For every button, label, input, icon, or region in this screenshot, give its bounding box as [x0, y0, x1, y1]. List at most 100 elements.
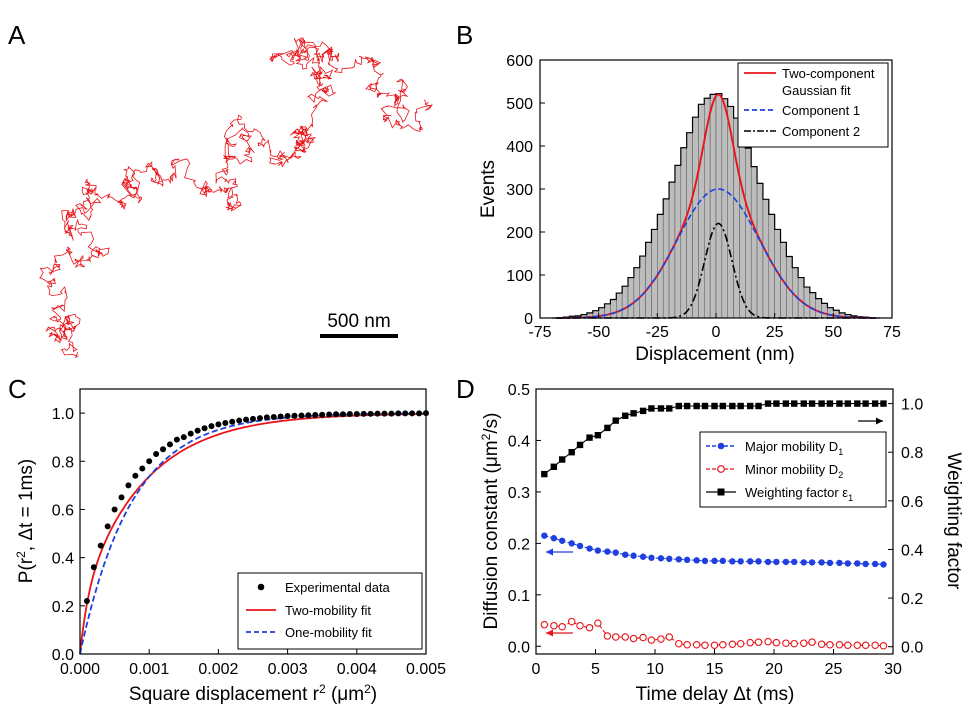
legend-label-two-component-1: Two-component	[782, 66, 875, 81]
experimental-point	[353, 411, 360, 418]
point-major-mobility-d1	[791, 558, 798, 566]
y-tick-label-left: 0.4	[508, 433, 530, 450]
experimental-point	[132, 472, 139, 479]
point-minor-mobility-d2	[853, 641, 862, 650]
experimental-point	[416, 410, 423, 417]
point-minor-mobility-d2	[746, 638, 754, 647]
histogram-bar	[616, 292, 623, 319]
point-major-mobility-d1	[747, 558, 754, 565]
panel-c-letter: C	[8, 374, 27, 404]
point-major-mobility-d1	[854, 560, 861, 567]
point-minor-mobility-d2	[736, 639, 745, 648]
legend-label-major: Major mobility D1	[745, 439, 843, 457]
experimental-point	[360, 410, 367, 417]
legend-box	[737, 62, 889, 148]
y-tick-label: 0.0	[52, 647, 74, 664]
experimental-point	[215, 421, 222, 428]
experimental-point	[367, 410, 374, 417]
experimental-point	[180, 434, 187, 441]
point-minor-mobility-d2	[540, 620, 549, 629]
point-major-mobility-d1	[773, 558, 780, 566]
point-minor-mobility-d2	[861, 641, 870, 650]
x-tick-label: 0.001	[129, 661, 169, 678]
experimental-point	[229, 418, 236, 425]
y-tick-label-left: 0.0	[508, 639, 530, 656]
experimental-point	[166, 441, 173, 448]
experimental-point	[139, 465, 146, 472]
point-minor-mobility-d2	[629, 634, 638, 643]
x-tick-label: 30	[884, 661, 902, 678]
experimental-point	[187, 430, 194, 437]
panel-c-xlabel: Square displacement r2 (μm2)	[129, 682, 377, 705]
histogram-bar	[610, 299, 617, 319]
panel-d-ylabel-left: Diffusion constant (μm2/s)	[479, 413, 502, 630]
y-tick-label-right: 1.0	[901, 397, 923, 414]
point-major-mobility-d1	[711, 557, 718, 565]
scale-bar-label: 500 nm	[327, 311, 390, 332]
point-weighting-factor-1	[764, 400, 772, 407]
x-tick-label: 20	[765, 661, 783, 678]
point-weighting-factor-1	[826, 400, 834, 407]
y-tick-label-left: 0.5	[508, 382, 530, 399]
x-tick-label: 0.002	[198, 661, 238, 678]
fit-curve-component-1	[556, 188, 876, 319]
point-weighting-factor-1	[657, 405, 665, 412]
experimental-point	[277, 413, 284, 420]
panel-d: D 0 5 10 15 20 25 30 0.0 0.1 0.2 0.3 0.4 0.5 0.0 0.2 0.…	[456, 374, 964, 705]
point-major-mobility-d1	[844, 560, 851, 567]
histogram-bar	[809, 292, 816, 319]
point-major-mobility-d1	[666, 555, 673, 563]
arrow-left-head	[546, 629, 553, 637]
point-weighting-factor-1	[782, 400, 790, 407]
legend-label-component-2: Component 2	[782, 124, 860, 139]
panel-c-legend: Experimental data Two-mobility fit One-m…	[237, 572, 423, 650]
point-weighting-factor-1	[558, 456, 566, 463]
axis-arrows	[546, 417, 883, 637]
point-weighting-factor-1	[683, 402, 691, 410]
experimental-point	[263, 414, 270, 421]
histogram-bar	[698, 104, 705, 319]
point-major-mobility-d1	[862, 560, 869, 568]
x-tick-label: 50	[824, 324, 842, 341]
y-tick-label-right: 0.0	[901, 640, 923, 657]
point-minor-mobility-d2	[719, 640, 727, 649]
point-weighting-factor-1	[719, 402, 727, 410]
x-tick-label: 10	[646, 661, 664, 678]
legend-marker-major	[717, 442, 725, 450]
point-major-mobility-d1	[648, 554, 655, 561]
histogram-bar	[739, 132, 746, 319]
point-minor-mobility-d2	[621, 633, 629, 641]
histogram-bar	[709, 94, 717, 319]
x-tick-label: 0.005	[406, 661, 446, 678]
x-tick-label: 0	[712, 324, 721, 341]
point-major-mobility-d1	[576, 542, 584, 550]
point-weighting-factor-1	[693, 402, 700, 410]
point-weighting-factor-1	[568, 449, 575, 456]
panel-c-frame	[79, 388, 427, 655]
panel-d-ticks: 0 5 10 15 20 25 30 0.0 0.1 0.2 0.3 0.4 0.5 0.0 0.2 0.4 0…	[508, 382, 924, 678]
x-tick-label: -25	[646, 324, 669, 341]
point-weighting-factor-1	[791, 400, 798, 407]
point-minor-mobility-d2	[808, 638, 816, 646]
point-weighting-factor-1	[836, 400, 843, 407]
experimental-point	[312, 412, 319, 419]
point-weighting-factor-1	[880, 400, 887, 407]
point-minor-mobility-d2	[692, 640, 701, 649]
point-weighting-factor-1	[711, 402, 718, 410]
point-major-mobility-d1	[729, 558, 736, 565]
histogram-bar	[651, 229, 658, 319]
point-weighting-factor-1	[737, 402, 744, 410]
point-weighting-factor-1	[576, 441, 584, 449]
experimental-point	[83, 598, 90, 604]
histogram-bar	[715, 93, 723, 319]
legend-label-one-mobility: One-mobility fit	[285, 625, 372, 640]
histogram-bar	[639, 255, 646, 319]
experimental-point	[243, 416, 250, 423]
experimental-point	[160, 446, 167, 453]
y-tick-label: 500	[506, 96, 533, 113]
y-tick-label: 0.2	[52, 599, 74, 616]
point-major-mobility-d1	[764, 558, 772, 566]
arrow-left-head	[546, 548, 553, 556]
histogram-bar	[762, 199, 770, 319]
histogram-bar	[827, 307, 834, 319]
